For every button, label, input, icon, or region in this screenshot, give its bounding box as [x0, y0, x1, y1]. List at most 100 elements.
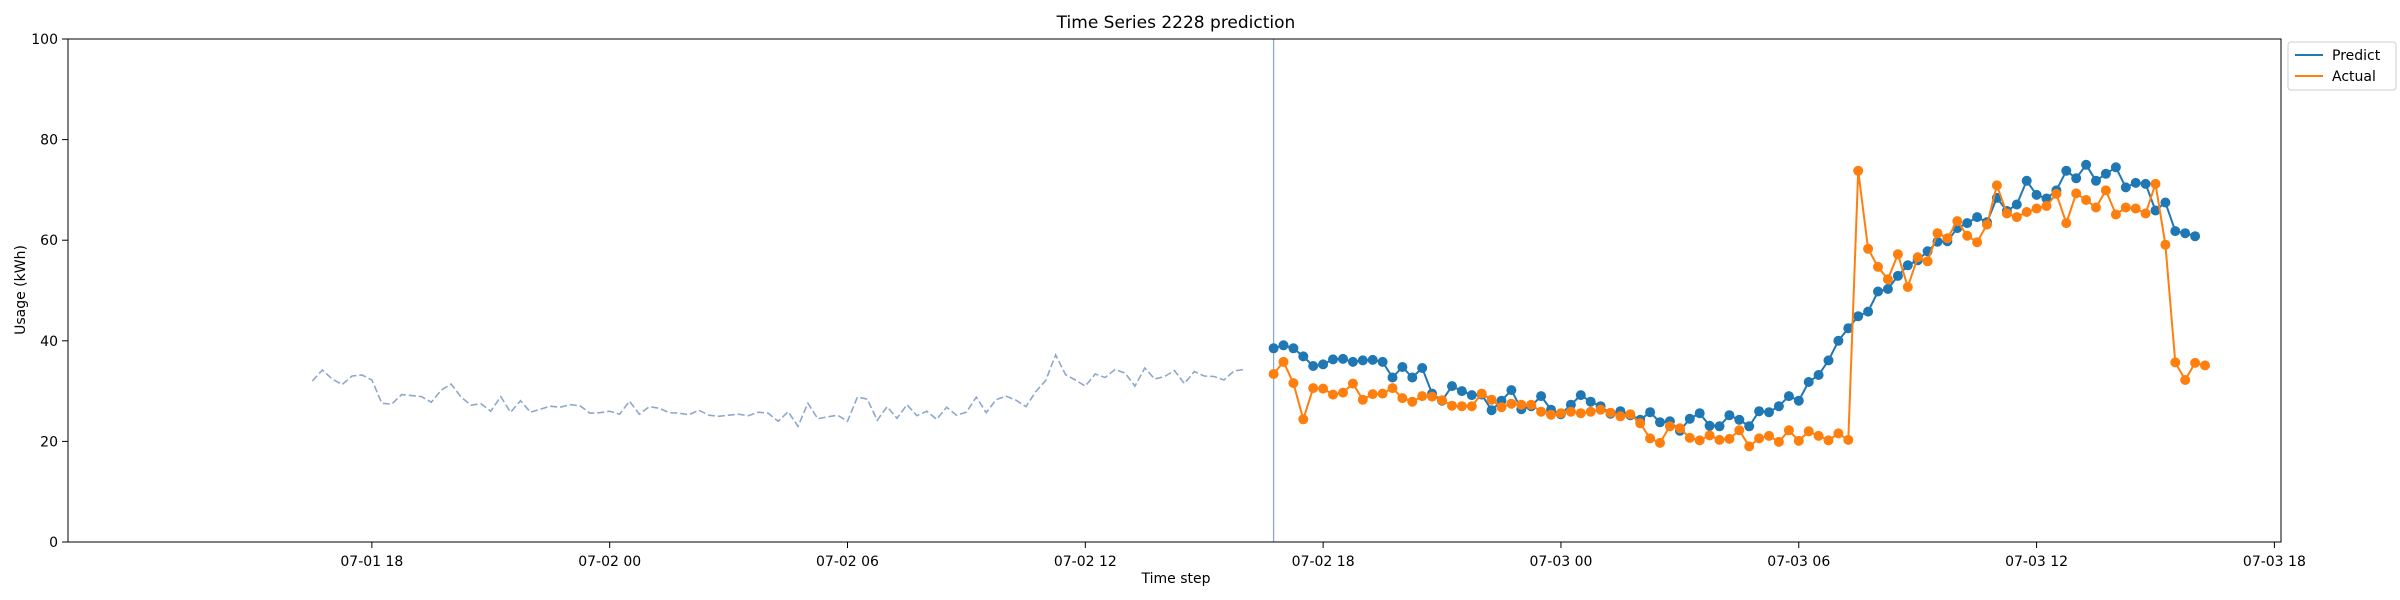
actual-point	[1863, 243, 1874, 254]
plot-frame	[67, 38, 2282, 543]
actual-point	[2031, 203, 2042, 214]
x-tick-label: 07-03 06	[1767, 554, 1830, 570]
actual-point	[2190, 357, 2201, 368]
actual-point	[1347, 378, 1358, 389]
actual-point	[1932, 228, 1943, 239]
predict-point	[1704, 420, 1715, 431]
actual-point	[1684, 432, 1695, 443]
predict-point	[2071, 173, 2082, 184]
predict-point	[1714, 421, 1725, 432]
predict-point	[1972, 212, 1983, 223]
actual-point	[1853, 165, 1864, 176]
legend: Predict Actual	[2287, 41, 2397, 91]
predict-point	[1387, 372, 1398, 383]
actual-point	[1803, 426, 1814, 437]
predict-point	[2110, 162, 2121, 173]
predict-point	[1318, 359, 1329, 370]
actual-point	[2071, 188, 2082, 199]
predict-point	[1367, 354, 1378, 365]
actual-point	[1407, 396, 1418, 407]
predict-point	[1764, 407, 1774, 418]
actual-point	[1496, 402, 1507, 413]
predict-point	[2170, 226, 2181, 237]
actual-point	[1833, 428, 1844, 439]
predict-point	[2031, 189, 2042, 200]
y-tick-label: 40	[40, 334, 58, 350]
actual-point	[2200, 360, 2210, 371]
predict-point	[2021, 175, 2032, 186]
predict-point	[1308, 361, 1319, 371]
predict-point	[1833, 335, 1844, 346]
predict-point	[1724, 410, 1735, 421]
actual-point	[1793, 435, 1804, 446]
actual-point	[1506, 398, 1517, 409]
actual-point	[1704, 430, 1715, 441]
predict-point	[1962, 218, 1973, 229]
predict-point	[1882, 284, 1893, 294]
actual-point	[1338, 387, 1348, 398]
predict-point	[1357, 355, 1368, 366]
predict-point	[1466, 390, 1477, 401]
actual-point	[1575, 408, 1586, 419]
actual-point	[2130, 203, 2141, 214]
actual-point	[1476, 388, 1487, 399]
y-axis: 0 20 40 60 80 100	[31, 32, 68, 551]
x-tick-label: 07-01 18	[340, 554, 403, 570]
actual-point	[1308, 383, 1319, 394]
predict-point	[1486, 405, 1497, 416]
predict-point	[1873, 286, 1883, 297]
actual-point	[1565, 406, 1576, 417]
y-tick-label: 20	[40, 434, 58, 450]
predict-point	[1694, 408, 1705, 419]
actual-point	[2120, 202, 2131, 213]
actual-series	[1268, 165, 2210, 452]
history-line	[311, 352, 1245, 428]
predict-point	[1645, 407, 1656, 418]
actual-point	[1298, 414, 1309, 425]
y-tick-label: 100	[31, 32, 58, 48]
actual-point	[1417, 391, 1428, 402]
actual-point	[1902, 282, 1913, 292]
actual-point	[1694, 435, 1705, 446]
actual-point	[1655, 437, 1665, 448]
predict-point	[2140, 178, 2151, 189]
predict-point	[1298, 351, 1309, 362]
actual-point	[1328, 389, 1338, 400]
predict-point	[1813, 370, 1824, 380]
actual-point	[1377, 388, 1388, 399]
actual-point	[1991, 180, 2002, 191]
actual-point	[1605, 407, 1616, 418]
actual-point	[1892, 249, 1903, 260]
predict-line	[1273, 163, 2196, 433]
predict-point	[2150, 205, 2161, 216]
actual-point	[2170, 357, 2181, 368]
legend-actual-label: Actual	[2332, 69, 2376, 85]
actual-point	[1536, 406, 1547, 417]
predict-series	[1268, 159, 2201, 436]
predict-point	[1863, 306, 1874, 317]
x-tick-label: 07-03 12	[2005, 554, 2068, 570]
actual-point	[1873, 261, 1883, 272]
x-tick-label: 07-02 06	[816, 554, 879, 570]
actual-point	[2091, 202, 2101, 213]
actual-point	[1635, 418, 1646, 429]
actual-point	[1318, 383, 1329, 394]
actual-point	[1615, 411, 1626, 422]
actual-point	[2041, 201, 2052, 211]
actual-point	[1922, 256, 1933, 267]
predict-point	[1456, 386, 1467, 397]
predict-point	[1377, 356, 1388, 367]
x-tick-label: 07-02 18	[1292, 554, 1355, 570]
actual-point	[1664, 421, 1675, 432]
predict-point	[1773, 401, 1784, 412]
actual-point	[1595, 404, 1606, 415]
predict-point	[2041, 193, 2052, 204]
actual-point	[1783, 425, 1794, 436]
actual-point	[1268, 369, 1279, 379]
actual-point	[1674, 423, 1685, 434]
actual-point	[1466, 401, 1477, 412]
predict-point	[1278, 340, 1289, 351]
plot-area	[311, 39, 2210, 542]
actual-point	[1843, 434, 1854, 445]
